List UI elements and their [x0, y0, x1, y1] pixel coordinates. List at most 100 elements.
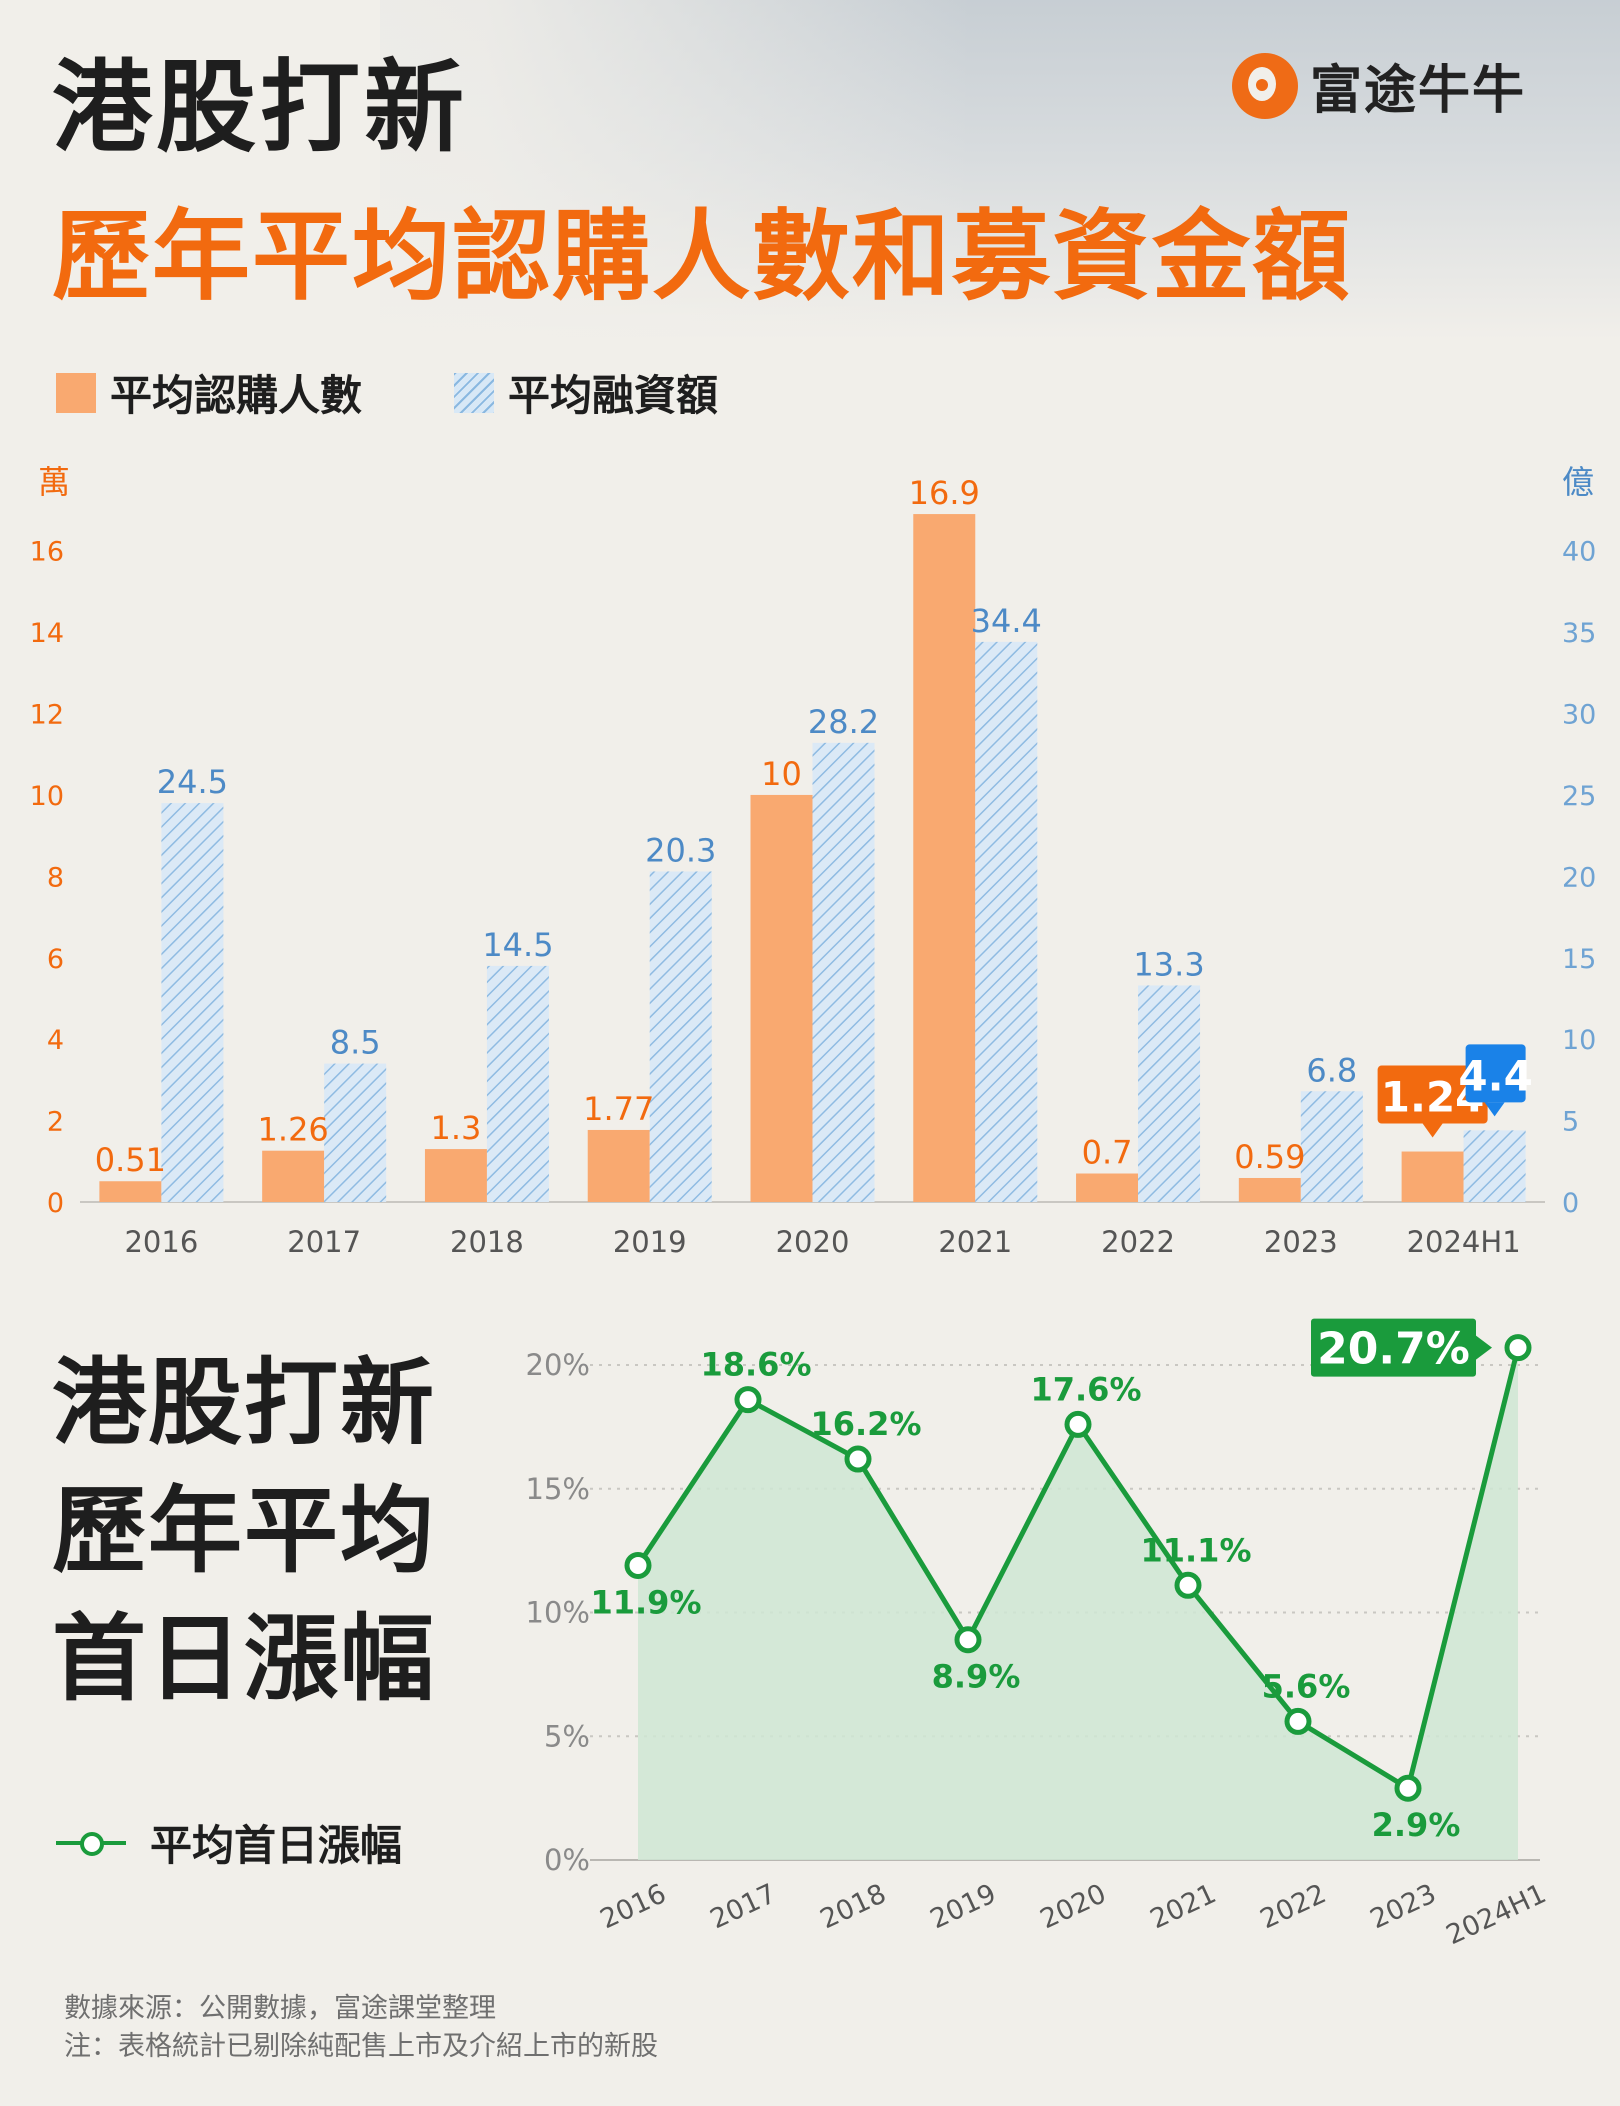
- x-axis-tick: 2024H1: [1407, 1225, 1521, 1259]
- bar-label-financing: 6.8: [1306, 1051, 1357, 1089]
- x-axis-tick: 2017: [287, 1225, 361, 1259]
- bar-financing: [1138, 985, 1201, 1202]
- legend-swatch-blue: [454, 372, 495, 413]
- line-point-label: 20.7%: [1317, 1324, 1470, 1375]
- bar-label-subscribers: 0.59: [1234, 1138, 1305, 1176]
- line-chart-x-tick: 2021: [1146, 1878, 1221, 1935]
- line-chart-x-tick: 2019: [926, 1878, 1001, 1935]
- side-title-line-3: 首日漲幅: [52, 1605, 437, 1714]
- line-chart-y-tick: 5%: [544, 1719, 590, 1753]
- left-axis-tick: 16: [30, 537, 64, 568]
- right-axis-tick: 0: [1562, 1188, 1579, 1219]
- right-axis-tick: 20: [1562, 862, 1596, 893]
- bar-subscribers: [750, 794, 813, 1202]
- bar-label-financing: 28.2: [808, 703, 879, 741]
- bar-financing: [812, 742, 875, 1202]
- x-axis-tick: 2023: [1264, 1225, 1338, 1259]
- line-point-label: 18.6%: [700, 1346, 811, 1384]
- line-point-label: 16.2%: [810, 1405, 921, 1443]
- bar-label-subscribers: 16.9: [909, 474, 980, 512]
- bar-subscribers: [99, 1181, 162, 1202]
- callout-financing-pointer: [1484, 1102, 1505, 1117]
- bar-financing: [486, 965, 549, 1202]
- line-chart-x-tick: 2022: [1256, 1878, 1331, 1935]
- footer-note: 注：表格統計已剔除純配售上市及介紹上市的新股: [64, 2031, 658, 2062]
- left-axis-unit: 萬: [38, 463, 70, 501]
- line-chart-x-tick: 2023: [1366, 1878, 1441, 1935]
- line-chart-side-title: 港股打新 歷年平均 首日漲幅: [52, 1340, 436, 1724]
- bar-subscribers: [424, 1149, 487, 1202]
- footer-source: 數據來源：公開數據，富途課堂整理: [64, 1993, 496, 2024]
- line-chart-legend: 平均首日漲幅: [56, 1812, 402, 1873]
- page-title: 港股打新: [52, 49, 468, 166]
- bar-financing: [1300, 1091, 1363, 1202]
- left-axis-tick: 2: [47, 1107, 64, 1138]
- bar-financing: [649, 871, 712, 1202]
- line-point: [954, 1626, 982, 1654]
- legend-swatch-orange: [56, 372, 96, 413]
- bar-label-subscribers: 1.26: [258, 1111, 329, 1149]
- bar-label-financing: 20.3: [645, 831, 716, 869]
- bar-label-subscribers: 0.51: [95, 1141, 166, 1179]
- bar-chart: 萬 億 0 2 4 6 8 10 12 14 16 0 5 10 15 20 25 30 35 40 0.51 24.5 2…: [30, 463, 1597, 1259]
- bar-label-financing: 34.4: [971, 602, 1042, 640]
- bar-label-financing: 24.5: [157, 763, 228, 801]
- bar-label-subscribers: 1.77: [583, 1090, 654, 1128]
- line-point-label: 17.6%: [1030, 1370, 1141, 1408]
- line-point-label: 11.1%: [1140, 1531, 1251, 1569]
- line-point: [1504, 1334, 1532, 1362]
- right-axis-tick: 35: [1562, 618, 1596, 649]
- right-axis-tick: 15: [1562, 944, 1596, 975]
- page-subtitle: 歷年平均認購人數和募資金額: [52, 200, 1353, 314]
- bar-subscribers: [1401, 1151, 1464, 1202]
- bar-label-financing: 4.4: [1458, 1051, 1532, 1100]
- x-axis-tick: 2018: [450, 1225, 524, 1259]
- footer: 數據來源：公開數據，富途課堂整理 注：表格統計已剔除純配售上市及介紹上市的新股: [64, 1990, 658, 2066]
- bar-financing: [161, 803, 224, 1202]
- line-point-label: 2.9%: [1372, 1806, 1461, 1844]
- bar-label-subscribers: 0.7: [1082, 1134, 1133, 1172]
- line-point-label: 11.9%: [590, 1583, 701, 1621]
- callout-subscribers-pointer: [1422, 1123, 1443, 1138]
- x-axis-tick: 2021: [938, 1225, 1012, 1259]
- bar-label-subscribers: 10: [761, 755, 802, 793]
- line-chart: 0% 5% 10% 15% 20% 11.9% 2016 18.6% 2017 16.2% 2018…: [526, 1318, 1551, 1951]
- left-axis-tick: 12: [30, 700, 64, 731]
- line-chart-x-tick: 2024H1: [1442, 1878, 1551, 1951]
- brand-name: 富途牛牛: [1310, 61, 1527, 121]
- line-point: [1394, 1774, 1422, 1802]
- right-axis-unit: 億: [1562, 463, 1594, 501]
- right-axis-tick: 25: [1562, 781, 1596, 812]
- bar-subscribers: [1076, 1173, 1139, 1202]
- line-point: [1284, 1707, 1312, 1735]
- callout-subscribers-box: [1377, 1065, 1488, 1124]
- line-point-label: 8.9%: [932, 1658, 1021, 1696]
- left-axis-tick: 4: [47, 1025, 64, 1056]
- bar-label-financing: 14.5: [482, 926, 553, 964]
- brand-logo-icon: [1232, 52, 1298, 119]
- line-point-label: 5.6%: [1262, 1667, 1351, 1705]
- left-axis-tick: 6: [47, 944, 64, 975]
- left-axis-tick: 10: [30, 781, 64, 812]
- line-point: [1174, 1571, 1202, 1599]
- legend-label-subscribers: 平均認購人數: [110, 371, 363, 420]
- right-axis-tick: 30: [1562, 700, 1596, 731]
- brand-logo: 富途牛牛: [1232, 48, 1526, 123]
- right-axis-tick: 40: [1562, 537, 1596, 568]
- line-point: [1064, 1410, 1092, 1438]
- line-point: [844, 1445, 872, 1473]
- bar-financing: [1463, 1130, 1526, 1202]
- left-axis-tick: 8: [47, 862, 64, 893]
- line-chart-y-tick: 0%: [544, 1843, 590, 1877]
- bar-subscribers: [587, 1129, 650, 1202]
- line-chart-x-tick: 2020: [1036, 1878, 1111, 1935]
- callout-last-value-box: [1311, 1318, 1476, 1377]
- bar-subscribers: [1238, 1177, 1301, 1202]
- left-axis-tick: 14: [30, 618, 64, 649]
- legend-label-financing: 平均融資額: [508, 371, 719, 420]
- legend-item-subscribers: 平均認購人數: [56, 362, 362, 423]
- x-axis-tick: 2022: [1101, 1225, 1175, 1259]
- legend-line-marker-icon: [56, 1823, 126, 1863]
- line-chart-y-tick: 10%: [526, 1596, 590, 1630]
- side-title-line-1: 港股打新: [52, 1349, 437, 1458]
